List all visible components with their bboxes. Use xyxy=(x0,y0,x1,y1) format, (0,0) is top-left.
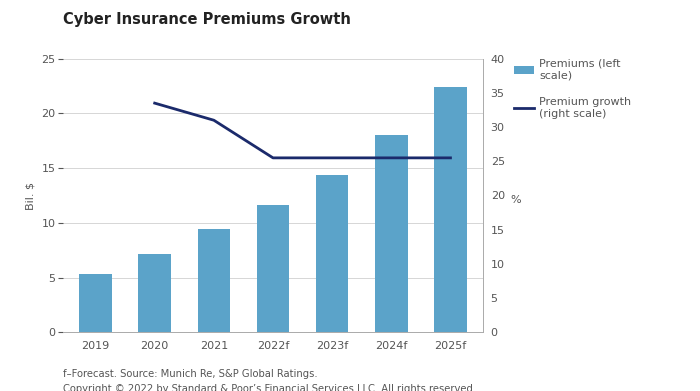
Bar xyxy=(197,230,230,332)
Bar xyxy=(79,274,112,332)
Text: Cyber Insurance Premiums Growth: Cyber Insurance Premiums Growth xyxy=(63,12,351,27)
Text: f–Forecast. Source: Munich Re, S&P Global Ratings.: f–Forecast. Source: Munich Re, S&P Globa… xyxy=(63,369,318,380)
Bar xyxy=(316,175,349,332)
Bar xyxy=(257,205,289,332)
Bar xyxy=(375,135,407,332)
Y-axis label: Bil. $: Bil. $ xyxy=(26,181,36,210)
Bar xyxy=(139,253,171,332)
Text: Copyright © 2022 by Standard & Poor’s Financial Services LLC. All rights reserve: Copyright © 2022 by Standard & Poor’s Fi… xyxy=(63,384,476,391)
Legend: Premiums (left
scale), Premium growth
(right scale): Premiums (left scale), Premium growth (r… xyxy=(514,59,631,118)
Bar xyxy=(434,87,467,332)
Y-axis label: %: % xyxy=(510,196,522,206)
